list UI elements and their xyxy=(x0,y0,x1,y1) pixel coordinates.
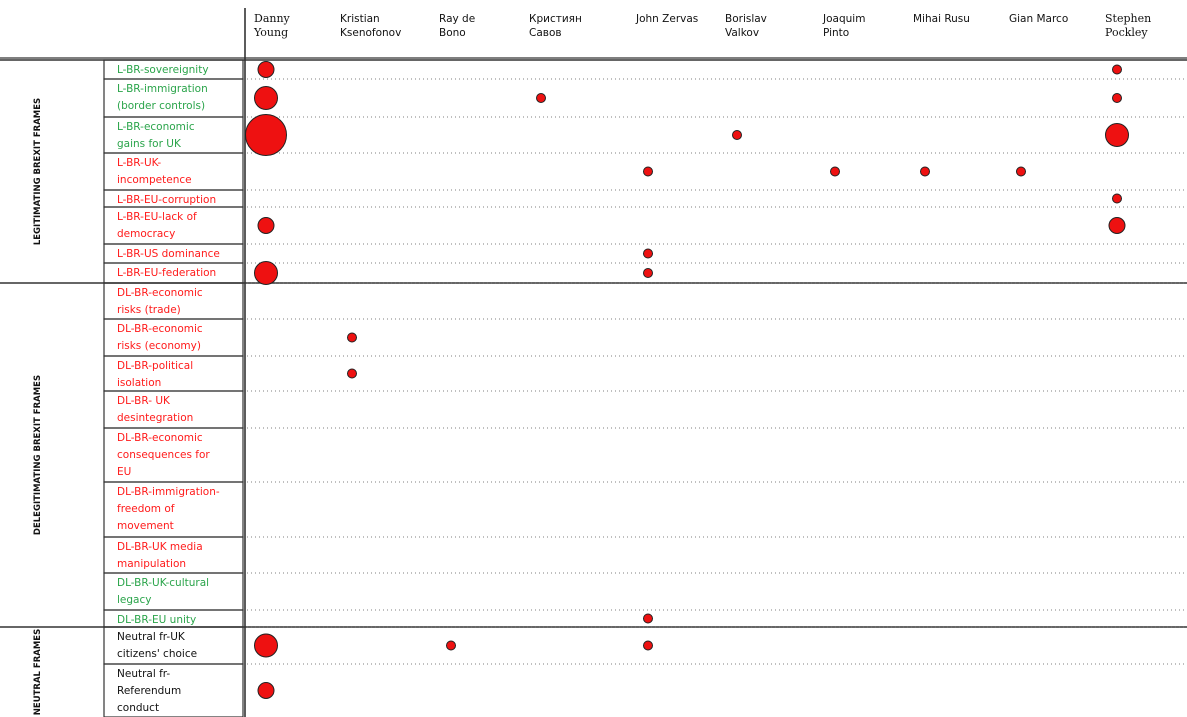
row-label-15: legacy xyxy=(117,594,151,606)
row-label-3: incompetence xyxy=(117,174,192,186)
bubble-point-20 xyxy=(643,613,653,624)
bubble-point-9 xyxy=(830,166,840,177)
column-header-6: Pinto xyxy=(823,27,849,39)
column-header-5: Valkov xyxy=(725,27,759,39)
bubble-point-10 xyxy=(920,166,930,177)
row-label-18: conduct xyxy=(117,702,159,714)
row-label-7: L-BR-EU-federation xyxy=(117,267,216,279)
row-label-5: democracy xyxy=(117,228,175,240)
column-header-9: Pockley xyxy=(1105,26,1148,39)
column-header-0: Young xyxy=(253,26,288,39)
column-header-5: Borislav xyxy=(725,13,767,25)
row-label-9: DL-BR-economic xyxy=(117,323,203,335)
bubble-point-23 xyxy=(643,640,653,651)
row-label-8: DL-BR-economic xyxy=(117,287,203,299)
column-header-7: Mihai Rusu xyxy=(913,13,970,25)
row-label-13: freedom of xyxy=(117,503,175,515)
column-header-3: Кристиян xyxy=(529,13,582,25)
bubble-point-22 xyxy=(446,640,456,651)
row-label-13: DL-BR-immigration- xyxy=(117,486,220,498)
column-header-1: Kristian xyxy=(340,13,380,25)
bubble-point-2 xyxy=(254,86,278,110)
bubble-point-16 xyxy=(254,261,278,285)
row-label-15: DL-BR-UK-cultural xyxy=(117,577,209,589)
row-label-13: movement xyxy=(117,520,174,532)
group-label-2: NEUTRAL FRAMES xyxy=(33,629,43,715)
row-label-3: L-BR-UK- xyxy=(117,157,161,169)
row-label-1: L-BR-immigration xyxy=(117,83,208,95)
row-label-2: gains for UK xyxy=(117,138,182,150)
bubble-point-14 xyxy=(1108,217,1126,234)
group-label-0: LEGITIMATING BREXIT FRAMES xyxy=(33,98,43,245)
bubble-point-3 xyxy=(536,93,546,103)
column-header-2: Bono xyxy=(439,27,466,39)
bubble-point-21 xyxy=(254,633,278,658)
bubble-point-17 xyxy=(643,268,653,278)
column-header-6: Joaquim xyxy=(822,13,865,25)
bubble-point-4 xyxy=(1112,93,1122,103)
row-label-cell-18 xyxy=(103,663,244,717)
bubble-point-24 xyxy=(257,682,275,699)
row-label-2: L-BR-economic xyxy=(117,121,195,133)
row-label-17: citizens' choice xyxy=(117,648,197,660)
column-header-0: Danny xyxy=(254,12,291,25)
row-label-10: DL-BR-political xyxy=(117,360,193,372)
row-label-12: EU xyxy=(117,466,131,478)
bubble-point-13 xyxy=(257,217,275,234)
row-label-12: DL-BR-economic xyxy=(117,432,203,444)
row-label-4: L-BR-EU-corruption xyxy=(117,194,216,206)
row-label-14: DL-BR-UK media xyxy=(117,541,203,553)
bubble-point-5 xyxy=(245,114,287,156)
row-label-11: DL-BR- UK xyxy=(117,395,171,407)
row-label-8: risks (trade) xyxy=(117,304,181,316)
bubble-point-15 xyxy=(643,248,653,259)
bubble-point-8 xyxy=(643,166,653,177)
row-label-12: consequences for xyxy=(117,449,210,461)
row-label-6: L-BR-US dominance xyxy=(117,248,220,260)
bubble-point-6 xyxy=(732,130,742,140)
column-header-4: John Zervas xyxy=(635,13,698,25)
row-label-11: desintegration xyxy=(117,412,193,424)
bubble-point-12 xyxy=(1112,193,1122,204)
column-header-8: Gian Marco xyxy=(1009,13,1068,25)
bubble-point-18 xyxy=(347,332,357,343)
column-header-3: Савов xyxy=(529,27,562,39)
column-header-9: Stephen xyxy=(1105,12,1151,25)
row-label-1: (border controls) xyxy=(117,100,205,112)
column-header-1: Ksenofonov xyxy=(340,27,401,39)
bubble-point-11 xyxy=(1016,166,1026,177)
column-header-2: Ray de xyxy=(439,13,475,25)
bubble-point-0 xyxy=(257,61,275,78)
row-label-10: isolation xyxy=(117,377,161,389)
row-label-14: manipulation xyxy=(117,558,186,570)
row-label-18: Neutral fr- xyxy=(117,668,170,680)
row-label-16: DL-BR-EU unity xyxy=(117,614,196,626)
row-label-17: Neutral fr-UK xyxy=(117,631,186,643)
bubble-point-7 xyxy=(1105,123,1129,147)
bubble-point-1 xyxy=(1112,64,1122,75)
row-label-0: L-BR-sovereignity xyxy=(117,64,209,76)
bubble-point-19 xyxy=(347,368,357,379)
row-label-18: Referendum xyxy=(117,685,181,697)
group-label-1: DELEGITIMATING BREXIT FRAMES xyxy=(33,375,43,535)
row-label-9: risks (economy) xyxy=(117,340,201,352)
row-label-5: L-BR-EU-lack of xyxy=(117,211,197,223)
